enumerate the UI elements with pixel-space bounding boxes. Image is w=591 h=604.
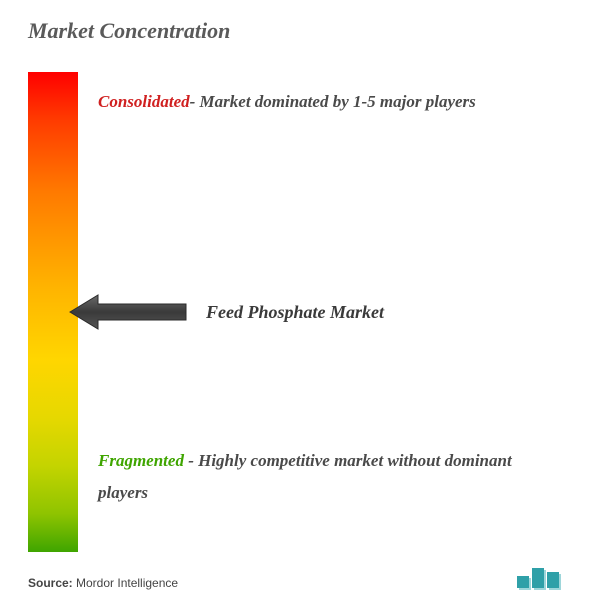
mordor-logo-icon [517,564,563,590]
labels-column: Consolidated- Market dominated by 1-5 ma… [78,72,563,552]
page-title: Market Concentration [28,18,563,44]
source-label: Source: [28,576,76,590]
fragmented-label: Fragmented - Highly competitive market w… [98,445,553,508]
source-value: Mordor Intelligence [76,576,178,590]
consolidated-desc: - Market dominated by 1-5 major players [190,92,476,111]
source-attribution: Source: Mordor Intelligence [28,576,178,590]
fragmented-highlight: Fragmented [98,451,184,470]
market-pointer: Feed Phosphate Market [68,292,384,332]
consolidated-label: Consolidated- Market dominated by 1-5 ma… [98,88,563,115]
consolidated-highlight: Consolidated [98,92,190,111]
concentration-diagram: Consolidated- Market dominated by 1-5 ma… [28,72,563,552]
footer: Source: Mordor Intelligence [28,564,563,590]
arrow-left-icon [68,292,188,332]
market-name-label: Feed Phosphate Market [206,302,384,323]
